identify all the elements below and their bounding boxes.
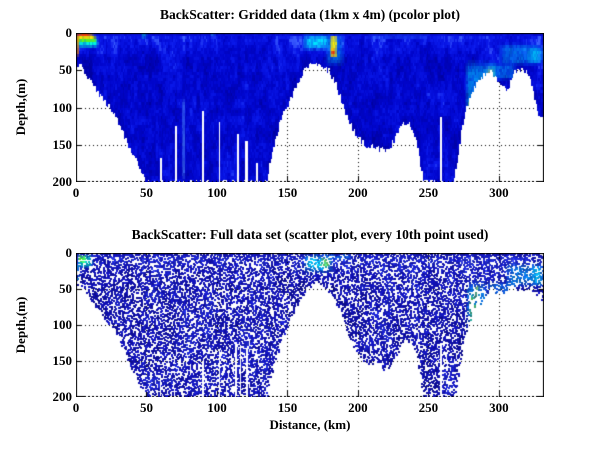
x-tick-label: 150 <box>277 185 298 200</box>
pcolor-plot-canvas <box>76 33 544 182</box>
y-tick-label: 0 <box>65 25 73 40</box>
y-tick-label: 100 <box>52 317 73 332</box>
y-tick-label: 200 <box>52 174 73 189</box>
x-tick-label: 250 <box>418 400 439 415</box>
x-tick-label: 300 <box>489 400 509 415</box>
x-tick-label: 100 <box>207 400 227 415</box>
x-tick-label: 100 <box>207 185 227 200</box>
y-tick-label: 100 <box>52 99 73 115</box>
x-tick-label: 200 <box>348 400 368 415</box>
scatter-plot-canvas <box>76 253 544 397</box>
x-tick-label: 0 <box>72 185 80 200</box>
pcolor-plot-title: BackScatter: Gridded data (1km x 4m) (pc… <box>159 7 461 22</box>
y-tick-label: 200 <box>52 389 73 404</box>
x-tick-label: 0 <box>72 400 80 415</box>
x-tick-label: 200 <box>348 185 368 200</box>
x-tick-label: 150 <box>277 400 298 415</box>
scatter-plot-title: BackScatter: Full data set (scatter plot… <box>131 227 489 242</box>
x-tick-label: 250 <box>418 185 439 200</box>
y-tick-label: 50 <box>59 281 72 296</box>
x-tick-label: 300 <box>489 185 509 200</box>
y-tick-label: 0 <box>65 245 73 260</box>
x-tick-label: 50 <box>139 400 153 415</box>
y-tick-label: 50 <box>59 62 72 78</box>
scatter-plot-ylabel: Depth,(m) <box>13 296 28 354</box>
pcolor-plot-ylabel: Depth,(m) <box>13 78 28 136</box>
x-axis-label: Distance, (km) <box>269 417 351 432</box>
x-tick-label: 50 <box>139 185 153 200</box>
y-tick-label: 150 <box>52 136 73 152</box>
y-tick-label: 150 <box>52 353 73 368</box>
